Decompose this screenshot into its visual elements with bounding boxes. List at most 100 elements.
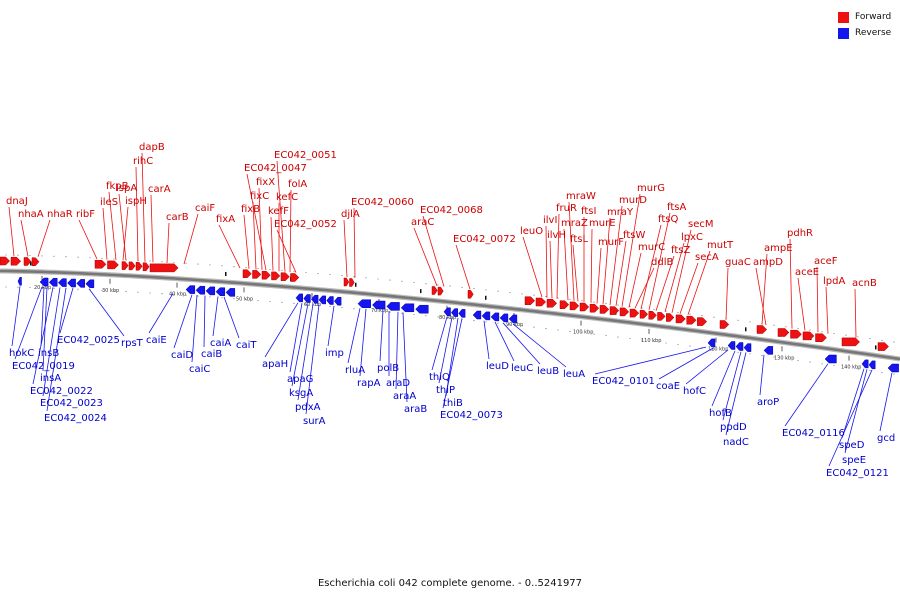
guide-dot xyxy=(449,317,451,319)
gene-label-fixA: fixA xyxy=(216,214,235,225)
gene-label-thiB: thiB xyxy=(443,398,463,409)
gene-label-fixX: fixX xyxy=(256,177,275,188)
forward-gene-arrow xyxy=(877,342,889,351)
reverse-gene-arrow xyxy=(763,346,774,355)
gene-label-nadC: nadC xyxy=(723,437,749,448)
gene-label-polB: polB xyxy=(377,363,399,374)
forward-gene-arrow xyxy=(697,317,708,326)
reverse-swatch xyxy=(838,27,849,39)
gene-label-lpdA: lpdA xyxy=(823,276,845,287)
guide-dot xyxy=(125,291,127,293)
minor-tick xyxy=(485,295,487,300)
guide-dot xyxy=(689,313,691,315)
gene-label-EC042_0047: EC042_0047 xyxy=(244,163,307,174)
forward-gene-arrow xyxy=(559,300,570,309)
guide-dot xyxy=(893,373,895,375)
gene-label-rapA: rapA xyxy=(357,378,381,389)
reverse-gene-arrow xyxy=(205,286,216,296)
reverse-gene-leader xyxy=(203,295,206,348)
guide-dot xyxy=(437,284,439,286)
guide-dot xyxy=(545,328,547,330)
forward-gene-leader xyxy=(141,152,146,262)
forward-gene-arrow xyxy=(657,312,666,321)
guide-dot xyxy=(221,297,223,299)
forward-gene-leader xyxy=(755,267,767,326)
guide-dot xyxy=(653,340,655,343)
forward-gene-arrow xyxy=(149,263,179,273)
gene-label-ampD: ampD xyxy=(753,257,783,268)
reverse-gene-arrow xyxy=(481,311,491,321)
gene-label-araC: araC xyxy=(411,217,434,228)
reverse-gene-leader xyxy=(784,363,829,427)
forward-gene-leader xyxy=(568,201,575,301)
reverse-gene-leader xyxy=(438,317,453,384)
guide-dot xyxy=(53,255,55,257)
reverse-gene-leader xyxy=(379,310,384,362)
guide-dot xyxy=(797,327,799,330)
guide-dot xyxy=(65,256,67,258)
guide-dot xyxy=(557,297,559,299)
guide-dot xyxy=(305,303,307,305)
forward-gene-leader xyxy=(343,219,348,278)
guide-dot xyxy=(833,364,835,367)
guide-dot xyxy=(365,277,367,279)
forward-gene-leader xyxy=(218,224,241,269)
guide-dot xyxy=(509,323,511,326)
forward-gene-arrow xyxy=(790,329,802,339)
guide-dot xyxy=(809,329,811,331)
guide-dot xyxy=(521,293,523,295)
reverse-gene-leader xyxy=(191,294,198,363)
reverse-gene-arrow xyxy=(310,294,319,304)
guide-dot xyxy=(281,269,283,271)
forward-gene-leader xyxy=(252,201,257,270)
reverse-gene-arrow xyxy=(415,304,429,314)
reverse-gene-arrow xyxy=(326,296,334,305)
forward-gene-leader xyxy=(258,187,263,270)
forward-gene-leader xyxy=(725,267,729,320)
guide-dot xyxy=(437,316,439,318)
forward-gene-leader xyxy=(671,229,692,313)
guide-dot xyxy=(545,296,547,298)
guide-dot xyxy=(785,358,787,360)
guide-dot xyxy=(269,268,271,271)
forward-gene-arrow xyxy=(349,278,355,287)
minor-tick xyxy=(355,282,357,287)
forward-gene-arrow xyxy=(31,257,40,266)
scale-tick-label: 140 kbp xyxy=(841,365,861,371)
guide-dot xyxy=(773,324,775,326)
guide-dot xyxy=(569,298,571,300)
reverse-gene-arrow xyxy=(39,277,49,287)
gene-label-carA: carA xyxy=(148,184,171,195)
reverse-gene-leader xyxy=(841,368,865,439)
reverse-gene-arrow xyxy=(48,278,58,287)
reverse-gene-arrow xyxy=(67,278,76,288)
gene-label-caiF: caiF xyxy=(195,203,215,214)
forward-gene-leader xyxy=(289,189,292,273)
forward-gene-arrow xyxy=(719,320,730,329)
reverse-gene-arrow xyxy=(318,295,326,305)
forward-gene-leader xyxy=(276,160,286,272)
forward-gene-arrow xyxy=(579,302,590,312)
forward-gene-leader xyxy=(761,253,768,325)
forward-gene-arrow xyxy=(290,273,300,282)
reverse-gene-leader xyxy=(658,347,714,380)
gene-label-secM: secM xyxy=(688,219,714,230)
scale-tick-label: 130 kbp xyxy=(774,355,794,361)
genome-backbone xyxy=(0,269,900,361)
forward-gene-leader xyxy=(615,240,627,306)
forward-gene-leader xyxy=(664,242,685,313)
guide-dot xyxy=(881,339,883,341)
guide-dot xyxy=(149,292,151,294)
guide-dot xyxy=(533,294,535,296)
gene-label-kefC: kefC xyxy=(276,192,298,203)
reverse-gene-leader xyxy=(291,303,309,387)
scale-tick-label: 30 kbp xyxy=(102,288,119,294)
gene-label-acnB: acnB xyxy=(852,278,877,289)
reverse-gene-leader xyxy=(42,287,61,397)
gene-label-araD: araD xyxy=(386,378,410,389)
forward-gene-arrow xyxy=(589,303,600,313)
reverse-gene-leader xyxy=(685,349,729,385)
guide-dot xyxy=(329,273,331,276)
guide-dot xyxy=(389,279,391,281)
reverse-gene-arrow xyxy=(727,341,736,350)
